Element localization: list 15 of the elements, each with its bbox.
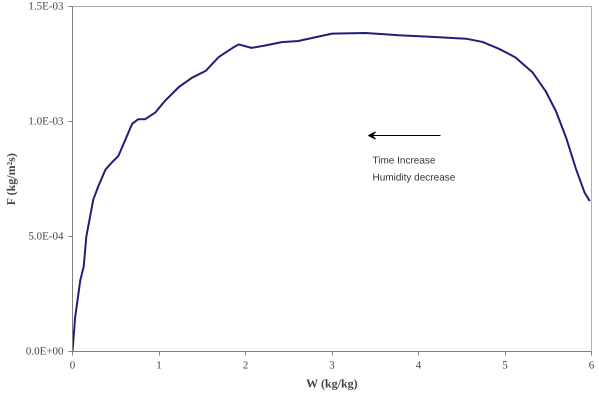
y-tick-label: 5.0E-04: [28, 230, 64, 242]
x-tick-label: 2: [242, 360, 248, 372]
annotation: Time Increase: [372, 156, 436, 166]
y-tick-label: 0.0E+00: [26, 346, 64, 358]
x-tick-label: 4: [416, 360, 422, 372]
y-tick-label: 1.5E-03: [28, 0, 64, 12]
x-axis-title: W (kg/kg): [306, 376, 358, 390]
annotation: Humidity decrease: [372, 172, 456, 184]
x-tick-label: 0: [70, 360, 76, 372]
y-tick-label: 1.0E-03: [28, 116, 64, 128]
x-tick-label: 5: [502, 360, 508, 372]
x-tick-label: 6: [588, 360, 595, 372]
x-tick-label: 1: [156, 360, 162, 372]
y-axis-title: F (kg/m²s): [4, 153, 18, 206]
x-tick-label: 3: [329, 360, 336, 372]
